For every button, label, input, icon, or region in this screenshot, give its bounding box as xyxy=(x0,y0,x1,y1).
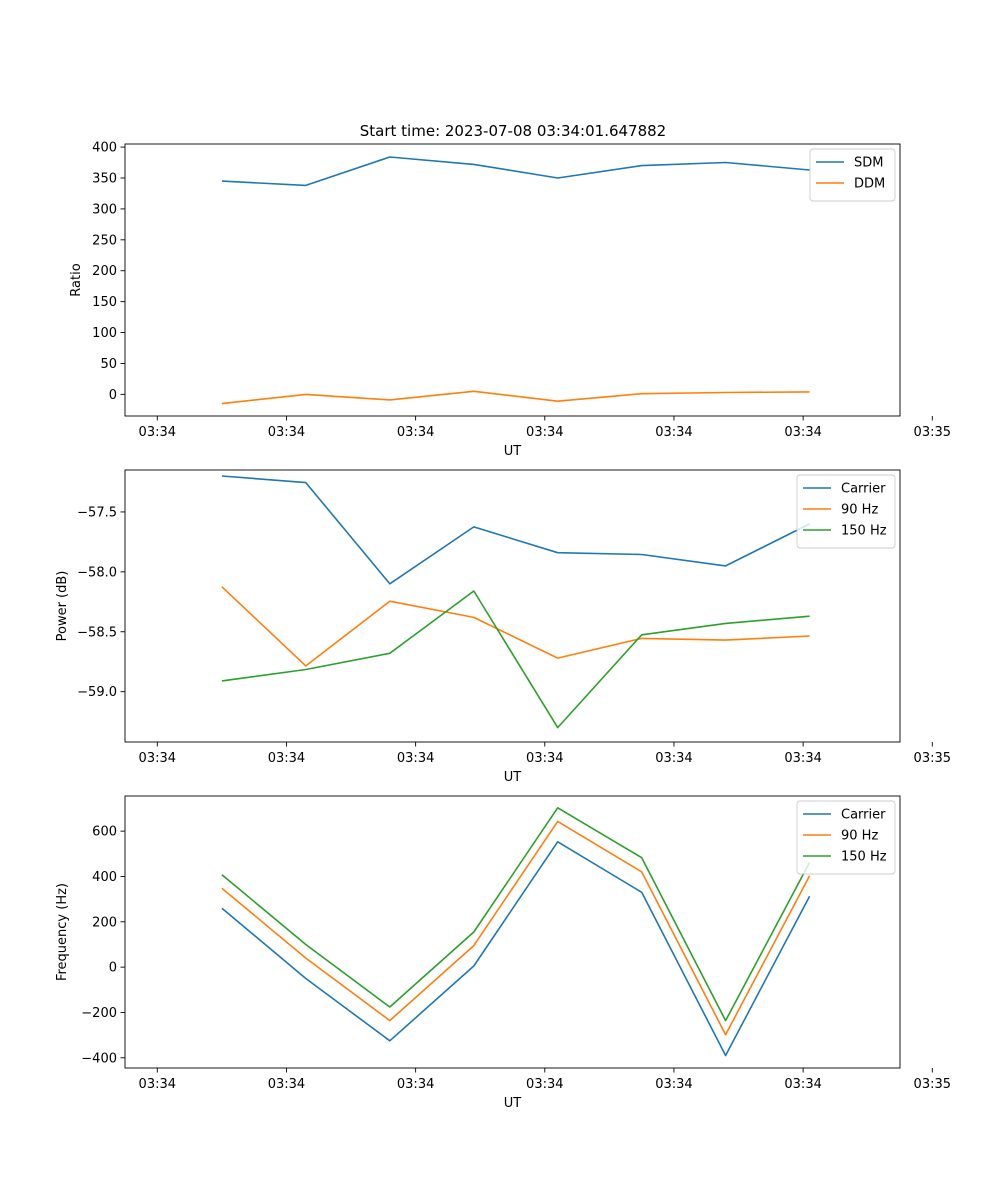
x-tick-label: 03:34 xyxy=(784,1077,821,1092)
y-axis-label: Frequency (Hz) xyxy=(55,883,70,981)
y-tick-label: 0 xyxy=(109,388,117,403)
y-tick-label: 400 xyxy=(92,870,117,885)
x-tick-label: 03:34 xyxy=(655,751,692,766)
legend: SDM DDM xyxy=(809,148,896,202)
y-axis-label: Power (dB) xyxy=(55,571,70,642)
y-tick-label: 100 xyxy=(92,326,117,341)
axes-frame xyxy=(124,469,901,743)
series-line-90-hz xyxy=(221,820,811,1036)
y-tick-label: −59.0 xyxy=(77,685,117,700)
legend-label: Carrier xyxy=(841,482,886,497)
x-tick-label: 03:35 xyxy=(914,751,951,766)
y-tick-label: 300 xyxy=(92,202,117,217)
y-tick-label: 400 xyxy=(92,141,117,156)
x-tick-label: 03:34 xyxy=(784,425,821,440)
series-line-sdm xyxy=(221,156,810,187)
y-tick-label: −57.5 xyxy=(77,505,117,520)
y-tick-label: −58.0 xyxy=(77,565,117,580)
x-tick-label: 03:35 xyxy=(914,425,951,440)
y-tick-label: 0 xyxy=(109,961,117,976)
x-tick-label: 03:34 xyxy=(139,425,176,440)
x-tick-label: 03:34 xyxy=(397,1077,434,1092)
x-tick-label: 03:34 xyxy=(268,751,305,766)
legend: Carrier 90 Hz 150 Hz xyxy=(796,800,896,875)
series-line-carrier xyxy=(221,475,810,585)
chart-panel-2: 03:34 03:34 03:34 03:34 03:34 03:34 03:35 −59.0… xyxy=(55,469,951,785)
legend-label: Carrier xyxy=(841,808,886,823)
series-line-150-hz xyxy=(221,590,810,729)
x-tick-label: 03:34 xyxy=(268,425,305,440)
y-tick-label: 350 xyxy=(92,172,117,187)
x-axis-label: UT xyxy=(504,770,522,785)
y-tick-label: 150 xyxy=(92,295,117,310)
x-tick-label: 03:34 xyxy=(397,425,434,440)
panels: 03:34 03:34 03:34 03:34 03:34 03:34 03:35 0 50 10… xyxy=(55,141,951,1111)
x-tick-label: 03:35 xyxy=(914,1077,951,1092)
x-axis-label: UT xyxy=(504,1096,522,1111)
x-tick-label: 03:34 xyxy=(268,1077,305,1092)
legend-label: 90 Hz xyxy=(841,829,878,844)
x-tick-label: 03:34 xyxy=(655,1077,692,1092)
legend: Carrier 90 Hz 150 Hz xyxy=(796,474,896,549)
series-line-ddm xyxy=(221,390,810,405)
figure-title: Start time: 2023-07-08 03:34:01.647882 xyxy=(360,122,666,140)
series-line-150-hz xyxy=(221,806,811,1022)
y-tick-label: 600 xyxy=(92,825,117,840)
legend-label: DDM xyxy=(854,177,885,192)
y-tick-label: 250 xyxy=(92,233,117,248)
x-tick-label: 03:34 xyxy=(139,751,176,766)
x-tick-label: 03:34 xyxy=(397,751,434,766)
x-tick-label: 03:34 xyxy=(139,1077,176,1092)
y-tick-label: 200 xyxy=(92,915,117,930)
y-tick-label: −200 xyxy=(81,1006,117,1021)
legend-label: 150 Hz xyxy=(841,524,887,539)
x-axis-label: UT xyxy=(504,444,522,459)
x-tick-label: 03:34 xyxy=(526,425,563,440)
y-tick-label: 50 xyxy=(100,357,117,372)
legend-label: 150 Hz xyxy=(841,850,887,865)
x-tick-label: 03:34 xyxy=(655,425,692,440)
series-line-90-hz xyxy=(221,586,810,667)
x-tick-label: 03:34 xyxy=(526,1077,563,1092)
axes-frame xyxy=(124,795,901,1069)
chart-panel-3: 03:34 03:34 03:34 03:34 03:34 03:34 03:35 −400 −… xyxy=(55,795,951,1111)
series-line-carrier xyxy=(221,840,811,1057)
chart-panel-1: 03:34 03:34 03:34 03:34 03:34 03:34 03:35 0 50 10… xyxy=(69,141,951,459)
x-tick-label: 03:34 xyxy=(526,751,563,766)
axes-frame xyxy=(124,143,901,417)
y-axis-label: Ratio xyxy=(69,263,84,296)
y-tick-label: 200 xyxy=(92,264,117,279)
x-tick-label: 03:34 xyxy=(784,751,821,766)
legend-label: 90 Hz xyxy=(841,503,878,518)
y-tick-label: −58.5 xyxy=(77,625,117,640)
legend-label: SDM xyxy=(854,156,883,171)
y-tick-label: −400 xyxy=(81,1051,117,1066)
